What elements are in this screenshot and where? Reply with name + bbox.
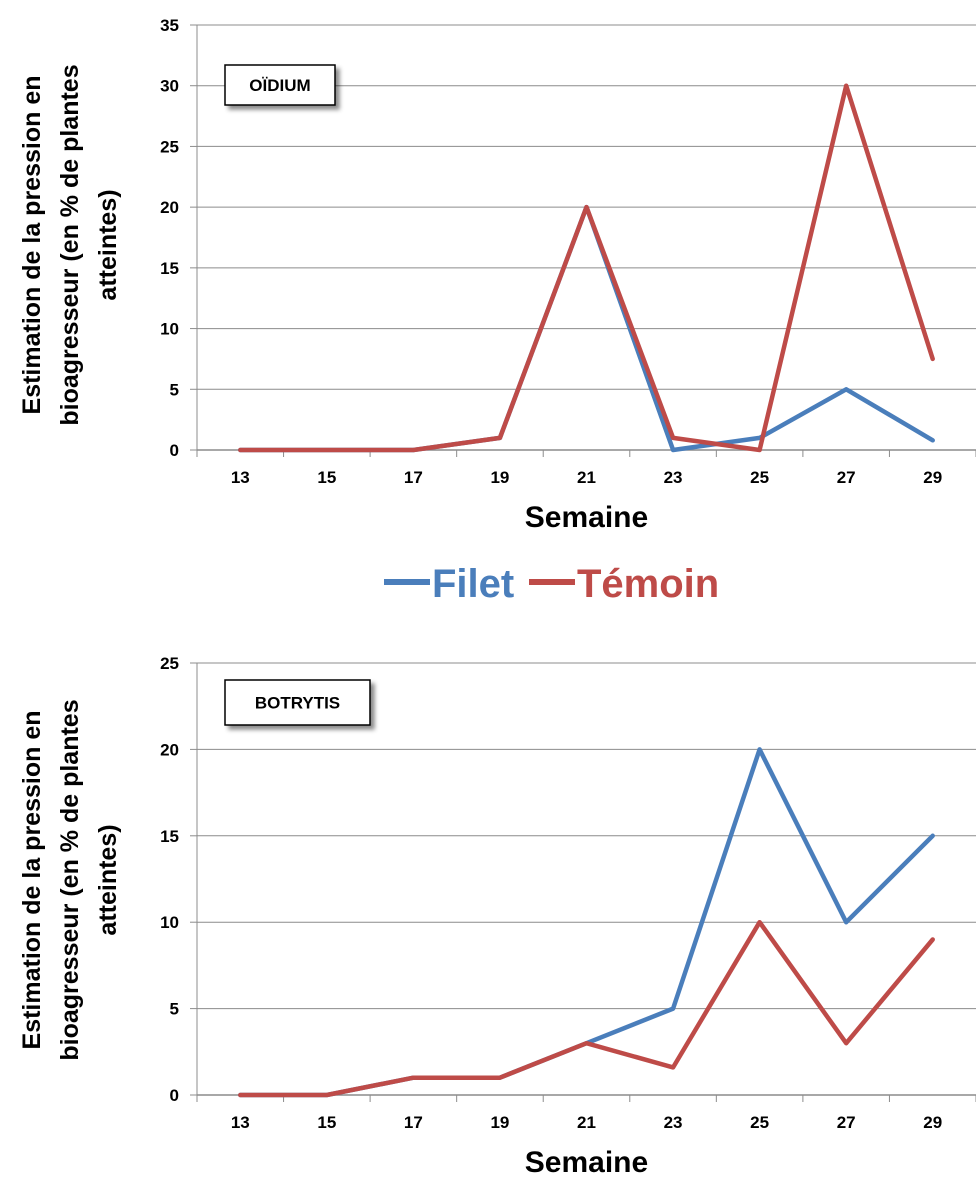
y-tick-label: 20 (160, 740, 179, 759)
chart-title-box (224, 679, 371, 726)
y-tick-label: 15 (160, 827, 179, 846)
y-tick-label: 25 (160, 137, 179, 156)
y-axis-label-line: Estimation de la pression en (18, 76, 46, 415)
x-tick-label: 29 (923, 468, 942, 487)
y-tick-label: 20 (160, 198, 179, 217)
y-tick-label: 0 (170, 441, 179, 460)
oidium-chart: 0 5 10 15 20 25 30 35 13 15 17 19 21 23 25 27 29 OÏDIUM Se… (18, 16, 976, 534)
chart-title: OÏDIUM (249, 76, 310, 95)
y-axis-label-line: atteintes) (94, 824, 122, 935)
x-tick-label: 25 (750, 1113, 769, 1132)
legend: Filet Témoin (384, 562, 719, 606)
y-tick-label: 30 (160, 77, 179, 96)
y-tick-label: 10 (160, 320, 179, 339)
botrytis-chart: 0 5 10 15 20 25 13 15 17 19 21 23 25 27 29 BOTRYTIS Sema… (18, 654, 976, 1177)
y-tick-label: 10 (160, 913, 179, 932)
y-axis-label-line: bioagresseur (en % de plantes (56, 699, 84, 1060)
x-tick-label: 15 (317, 1113, 336, 1132)
chart-title: BOTRYTIS (255, 694, 340, 713)
series-line-temoin (238, 83, 935, 453)
x-tick-label: 27 (837, 468, 856, 487)
y-tick-label: 5 (170, 1000, 179, 1019)
x-tick-label: 17 (404, 468, 423, 487)
x-tick-label: 23 (664, 468, 683, 487)
chart-title-box (224, 64, 336, 106)
x-tick-label: 19 (490, 468, 509, 487)
x-axis-label: Semaine (525, 501, 648, 534)
y-tick-label: 5 (170, 380, 179, 399)
x-tick-label: 27 (837, 1113, 856, 1132)
y-tick-label: 0 (170, 1086, 179, 1105)
x-axis-label: Semaine (525, 1146, 648, 1177)
legend-item-temoin: Témoin (529, 562, 719, 606)
y-axis-label-line: bioagresseur (en % de plantes (56, 64, 84, 425)
y-tick-label: 15 (160, 259, 179, 278)
x-tick-label: 29 (923, 1113, 942, 1132)
x-tick-label: 25 (750, 468, 769, 487)
y-tick-label: 35 (160, 16, 179, 35)
y-axis-label-line: Estimation de la pression en (18, 711, 46, 1050)
x-tick-label: 19 (490, 1113, 509, 1132)
y-tick-label: 25 (160, 654, 179, 673)
x-tick-label: 17 (404, 1113, 423, 1132)
legend-label-filet: Filet (432, 562, 514, 606)
x-tick-label: 21 (577, 1113, 596, 1132)
x-tick-label: 13 (231, 1113, 250, 1132)
x-tick-label: 23 (664, 1113, 683, 1132)
x-tick-label: 15 (317, 468, 336, 487)
x-tick-label: 21 (577, 468, 596, 487)
series-line-temoin (238, 919, 935, 1098)
legend-item-filet: Filet (384, 562, 514, 606)
legend-label-temoin: Témoin (577, 562, 719, 606)
y-axis-label-line: atteintes) (94, 189, 122, 300)
x-tick-label: 13 (231, 468, 250, 487)
